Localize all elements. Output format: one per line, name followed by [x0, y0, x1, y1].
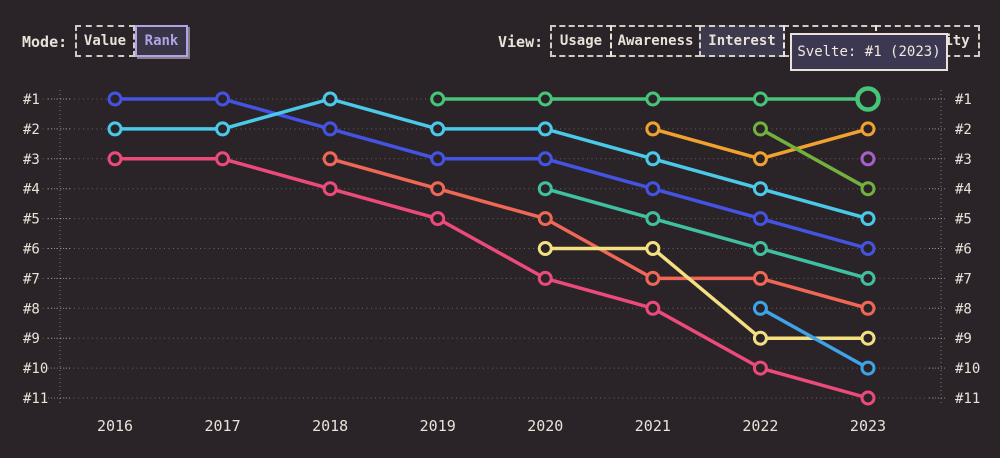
point-orange-2023[interactable] — [860, 121, 876, 137]
point-pink-2023[interactable] — [860, 390, 876, 406]
x-axis-label: 2016 — [97, 417, 133, 435]
point-cyan-2020[interactable] — [537, 121, 553, 137]
point-pink-2021[interactable] — [645, 300, 661, 316]
view-label: View: — [498, 33, 544, 51]
point-teal-2021[interactable] — [645, 211, 661, 227]
point-cyan-2022[interactable] — [752, 181, 768, 197]
point-salmon-2021[interactable] — [645, 270, 661, 286]
x-axis-label: 2022 — [742, 417, 778, 435]
point-blue-2019[interactable] — [430, 151, 446, 167]
x-axis-label: 2019 — [420, 417, 456, 435]
point-salmon-2020[interactable] — [537, 211, 553, 227]
point-cyan-2017[interactable] — [215, 121, 231, 137]
point-blue-2016[interactable] — [107, 91, 123, 107]
point-cyan-2016[interactable] — [107, 121, 123, 137]
point-svelte-2021[interactable] — [645, 91, 661, 107]
point-pink-2022[interactable] — [752, 360, 768, 376]
highlighted-point-svelte[interactable] — [855, 86, 881, 112]
x-axis-label: 2020 — [527, 417, 563, 435]
view-tab-interest[interactable]: Interest — [699, 25, 785, 57]
point-blue-2022[interactable] — [752, 211, 768, 227]
view-tab-awareness[interactable]: Awareness — [610, 25, 701, 57]
point-azure-2023[interactable] — [860, 360, 876, 376]
y-axis-label-left: #10 — [23, 361, 48, 377]
point-pink-2019[interactable] — [430, 211, 446, 227]
y-axis-label-right: #11 — [955, 391, 980, 407]
point-teal-2023[interactable] — [860, 270, 876, 286]
chart-tooltip: Svelte: #1 (2023) — [790, 33, 948, 71]
point-yellow-2023[interactable] — [860, 330, 876, 346]
series-line-salmon — [329, 157, 869, 310]
chart-tooltip-text: Svelte: #1 (2023) — [797, 44, 941, 60]
series-line-apple-green — [759, 127, 869, 191]
point-svelte-2019[interactable] — [430, 91, 446, 107]
point-blue-2018[interactable] — [322, 121, 338, 137]
x-axis-label: 2018 — [312, 417, 348, 435]
point-blue-2017[interactable] — [215, 91, 231, 107]
point-cyan-2019[interactable] — [430, 121, 446, 137]
point-pink-2020[interactable] — [537, 270, 553, 286]
point-apple-green-2023[interactable] — [860, 181, 876, 197]
y-axis-label-left: #7 — [23, 271, 40, 287]
point-yellow-2021[interactable] — [645, 241, 661, 256]
series-line-blue — [115, 97, 869, 251]
point-salmon-2019[interactable] — [430, 181, 446, 197]
y-axis-label-right: #1 — [955, 92, 972, 108]
y-axis-label-left: #6 — [23, 242, 40, 258]
point-salmon-2018[interactable] — [322, 151, 338, 167]
y-axis-label-left: #4 — [23, 182, 40, 198]
x-axis-label: 2017 — [205, 417, 241, 435]
point-salmon-2022[interactable] — [752, 270, 768, 286]
y-axis-label-right: #8 — [955, 301, 972, 317]
point-teal-2022[interactable] — [752, 241, 768, 256]
y-axis-label-left: #8 — [23, 301, 40, 317]
y-axis-label-right: #7 — [955, 271, 972, 287]
series-line-pink — [115, 157, 869, 400]
point-yellow-2020[interactable] — [537, 241, 553, 256]
y-axis-label-left: #9 — [23, 331, 40, 347]
y-axis-label-right: #10 — [955, 361, 980, 377]
view-tab-usage[interactable]: Usage — [550, 25, 612, 57]
point-pink-2018[interactable] — [322, 181, 338, 197]
point-svelte-2020[interactable] — [537, 91, 553, 107]
point-azure-2022[interactable] — [752, 300, 768, 316]
mode-toggle-rank[interactable]: Rank — [135, 25, 188, 57]
y-axis-label-left: #2 — [23, 122, 40, 138]
y-axis-label-right: #6 — [955, 242, 972, 258]
y-axis-label-right: #2 — [955, 122, 972, 138]
x-axis-label: 2021 — [635, 417, 671, 435]
point-orange-2021[interactable] — [645, 121, 661, 137]
point-yellow-2022[interactable] — [752, 330, 768, 346]
point-pink-2017[interactable] — [215, 151, 231, 167]
point-apple-green-2022[interactable] — [752, 121, 768, 137]
y-axis-label-left: #1 — [23, 92, 40, 108]
series-line-teal — [544, 187, 869, 281]
point-blue-2021[interactable] — [645, 181, 661, 197]
point-teal-2020[interactable] — [537, 181, 553, 197]
point-salmon-2023[interactable] — [860, 300, 876, 316]
y-axis-label-left: #5 — [23, 212, 40, 228]
mode-label: Mode: — [22, 33, 68, 51]
y-axis-label-left: #11 — [23, 391, 48, 407]
y-axis-label-right: #5 — [955, 212, 972, 228]
series-line-azure — [759, 306, 869, 370]
point-cyan-2021[interactable] — [645, 151, 661, 167]
mode-toggle-value[interactable]: Value — [75, 25, 135, 57]
point-pink-2016[interactable] — [107, 151, 123, 167]
series-line-cyan — [115, 97, 869, 221]
y-axis-label-left: #3 — [23, 152, 40, 168]
point-cyan-2023[interactable] — [860, 211, 876, 227]
point-purple-2023[interactable] — [860, 151, 876, 167]
y-axis-label-right: #3 — [955, 152, 972, 168]
point-orange-2022[interactable] — [752, 151, 768, 167]
point-blue-2020[interactable] — [537, 151, 553, 167]
point-cyan-2018[interactable] — [322, 91, 338, 107]
y-axis-label-right: #9 — [955, 331, 972, 347]
point-svelte-2022[interactable] — [752, 91, 768, 107]
point-blue-2023[interactable] — [860, 241, 876, 256]
y-axis-label-right: #4 — [955, 182, 972, 198]
x-axis-label: 2023 — [850, 417, 886, 435]
